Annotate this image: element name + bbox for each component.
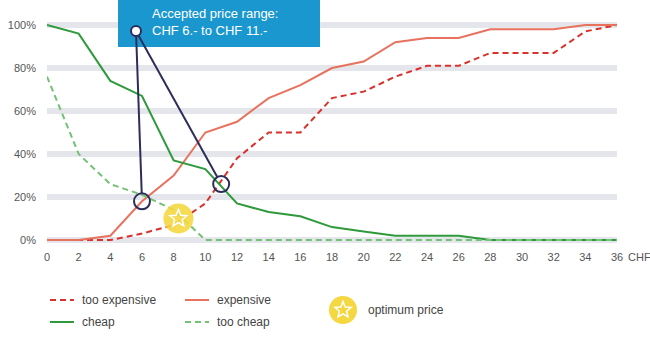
legend-label: too expensive	[82, 293, 156, 307]
series-line	[47, 77, 617, 240]
x-tick-label: 34	[579, 251, 591, 263]
annotation-box	[118, 0, 320, 47]
x-tick-label: 36	[611, 251, 623, 263]
x-tick-label: 26	[453, 251, 465, 263]
y-tick-label: 0%	[20, 234, 36, 246]
y-tick-label: 100%	[8, 19, 36, 31]
x-tick-label: 4	[107, 251, 113, 263]
x-tick-label: 20	[358, 251, 370, 263]
series-line	[47, 25, 617, 240]
legend-optimum-swatch	[329, 296, 357, 324]
intersection-marker	[134, 193, 150, 209]
legend-swatch	[50, 299, 74, 301]
legend-swatch	[185, 299, 209, 301]
legend-label: expensive	[217, 293, 271, 307]
annotation-pointer	[136, 31, 217, 177]
x-tick-label: 10	[199, 251, 211, 263]
grid-line	[47, 194, 617, 200]
x-tick-label: 16	[294, 251, 306, 263]
plot-area	[47, 25, 617, 240]
y-tick-label: 40%	[14, 148, 36, 160]
grid-line	[47, 151, 617, 157]
optimum-star	[170, 210, 187, 226]
x-tick-label: 24	[421, 251, 433, 263]
y-tick-label: 20%	[14, 191, 36, 203]
x-tick-label: 2	[76, 251, 82, 263]
y-tick-label: 60%	[14, 105, 36, 117]
annotation-anchor	[131, 26, 141, 36]
legend-label: too cheap	[217, 315, 270, 329]
x-tick-label: 32	[548, 251, 560, 263]
x-tick-label: 6	[139, 251, 145, 263]
series-line	[47, 25, 617, 240]
x-tick-label: 28	[484, 251, 496, 263]
x-tick-label: 8	[171, 251, 177, 263]
y-tick-label: 80%	[14, 62, 36, 74]
optimum-marker	[163, 204, 193, 234]
legend-swatch	[185, 321, 209, 323]
series-line	[47, 25, 617, 240]
legend-optimum-star	[335, 302, 351, 317]
legend-swatch	[50, 321, 74, 323]
legend-label: optimum price	[368, 303, 444, 317]
x-tick-label: 0	[44, 251, 50, 263]
chart-root: 0%20%40%60%80%100%0246810121416182022242…	[0, 0, 650, 339]
x-tick-label: 18	[326, 251, 338, 263]
intersection-marker	[213, 176, 229, 192]
legend-label: cheap	[82, 315, 115, 329]
grid-line	[47, 108, 617, 114]
x-tick-label: 22	[389, 251, 401, 263]
x-tick-label: 12	[231, 251, 243, 263]
x-axis-label: CHF	[628, 251, 650, 263]
annotation-text: CHF 6.- to CHF 11.-	[152, 23, 267, 38]
x-tick-label: 30	[516, 251, 528, 263]
annotation-pointer	[136, 31, 142, 193]
annotation-text: Accepted price range:	[152, 6, 278, 21]
x-tick-label: 14	[263, 251, 275, 263]
chart: 0%20%40%60%80%100%0246810121416182022242…	[0, 0, 650, 339]
